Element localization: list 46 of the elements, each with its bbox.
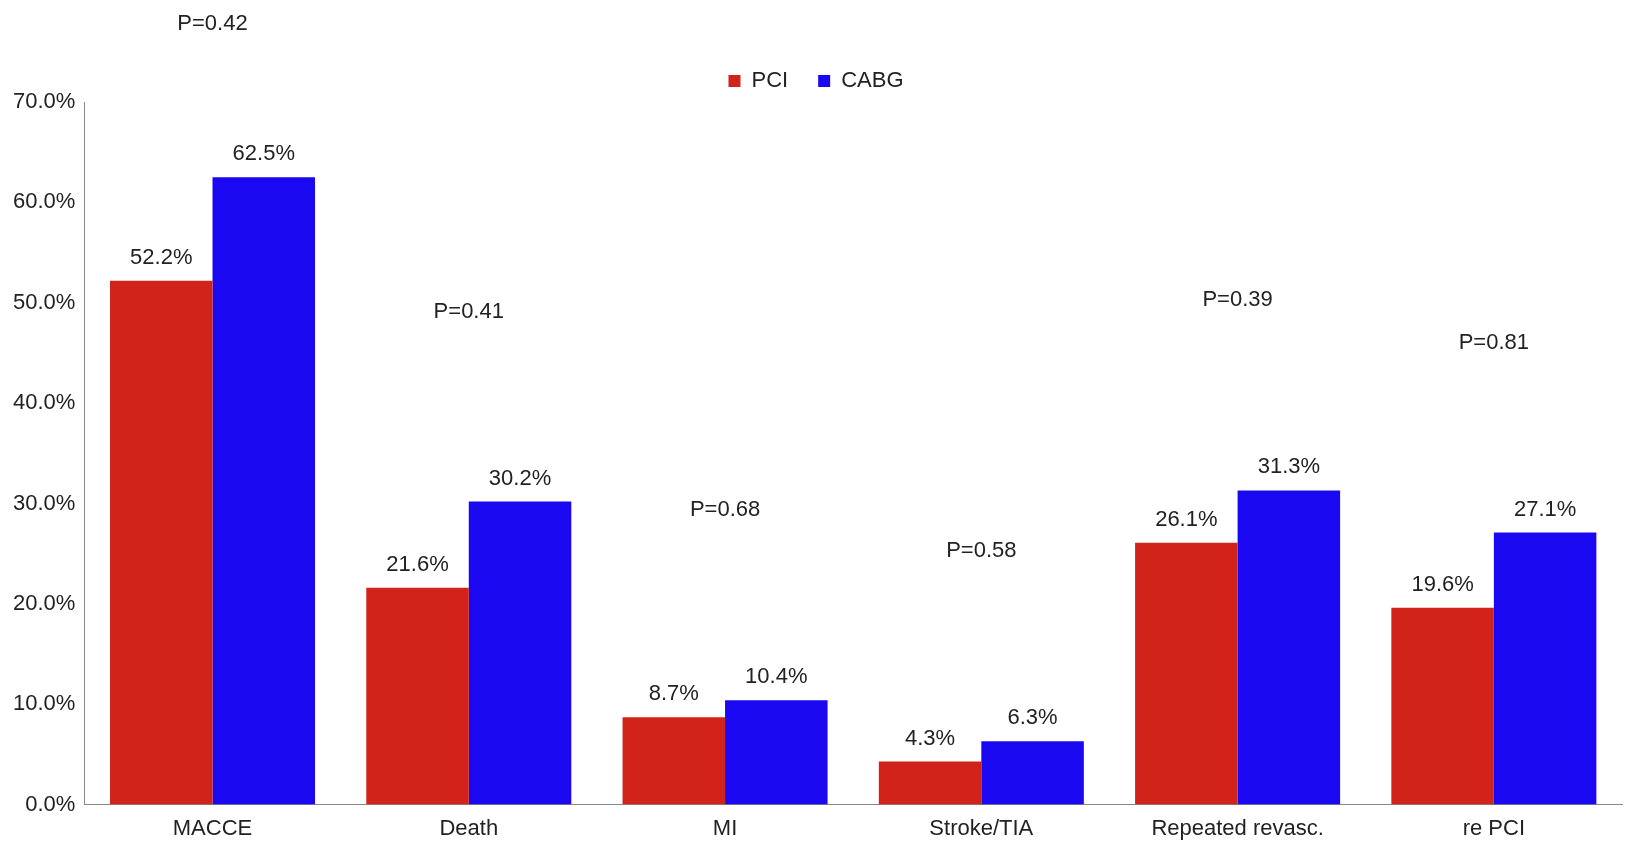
bar xyxy=(212,177,316,805)
bar xyxy=(725,700,828,805)
annotation: P=0.68 xyxy=(689,496,761,522)
text: 30.2% xyxy=(488,464,552,490)
bar xyxy=(1237,490,1341,805)
legend-label: CABG xyxy=(841,67,904,93)
x-tick-label: Repeated revasc. xyxy=(1151,814,1324,840)
text: 8.7% xyxy=(648,680,699,706)
y-tick-label: 30.0% xyxy=(12,489,76,515)
text: 6.3% xyxy=(1007,704,1058,730)
annotation: P=0.81 xyxy=(1458,328,1530,354)
annotation: P=0.39 xyxy=(1202,286,1273,312)
y-tick-label: 20.0% xyxy=(12,589,76,615)
y-tick-label: 70.0% xyxy=(12,88,76,114)
y-tick-label: 60.0% xyxy=(12,188,76,214)
text: P=0.42 xyxy=(177,10,248,36)
bar xyxy=(1391,607,1494,805)
bar xyxy=(110,280,213,805)
text: 19.6% xyxy=(1411,570,1474,596)
legend-label: PCI xyxy=(751,67,789,93)
text: 62.5% xyxy=(232,140,295,166)
annotation: P=0.41 xyxy=(433,297,504,323)
bar xyxy=(468,501,572,805)
bar xyxy=(981,741,1084,805)
text: 52.2% xyxy=(130,243,193,269)
x-tick-label: MACCE xyxy=(172,814,253,840)
x-tick-label: Death xyxy=(439,814,499,840)
bar xyxy=(878,761,982,805)
text: 26.1% xyxy=(1155,505,1218,531)
y-tick-label: 40.0% xyxy=(12,389,76,415)
text: 27.1% xyxy=(1513,495,1577,521)
annotation: P=0.58 xyxy=(946,537,1017,563)
x-tick-label: MI xyxy=(712,814,738,840)
text: 4.3% xyxy=(904,724,956,750)
text: 21.6% xyxy=(386,550,449,576)
bar xyxy=(366,587,469,805)
y-tick-label: 50.0% xyxy=(12,288,76,314)
bar xyxy=(1493,532,1597,805)
text: 31.3% xyxy=(1257,453,1321,479)
bar xyxy=(622,717,726,805)
x-tick-label: re PCI xyxy=(1462,814,1526,840)
bar xyxy=(1135,542,1238,805)
y-tick-label: 0.0% xyxy=(25,790,76,816)
text: 10.4% xyxy=(745,663,808,689)
y-tick-label: 10.0% xyxy=(12,690,76,716)
x-tick-label: Stroke/TIA xyxy=(929,814,1034,840)
